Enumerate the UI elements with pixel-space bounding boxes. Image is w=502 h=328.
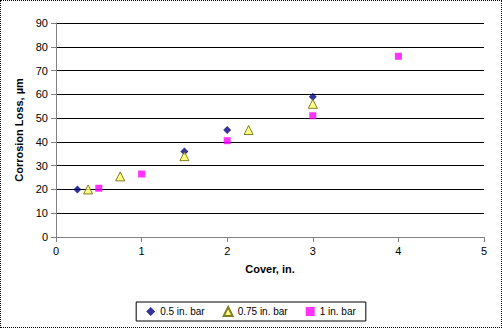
svg-text:0.75 in. bar: 0.75 in. bar	[238, 306, 289, 317]
svg-text:0: 0	[42, 231, 48, 243]
svg-text:90: 90	[36, 17, 48, 29]
svg-text:0.5 in. bar: 0.5 in. bar	[160, 306, 205, 317]
svg-text:1: 1	[139, 245, 145, 257]
svg-text:80: 80	[36, 41, 48, 53]
svg-text:1 in. bar: 1 in. bar	[320, 306, 357, 317]
svg-text:40: 40	[36, 136, 48, 148]
svg-text:30: 30	[36, 160, 48, 172]
svg-text:Cover, in.: Cover, in.	[245, 263, 295, 275]
svg-text:50: 50	[36, 112, 48, 124]
svg-text:10: 10	[36, 207, 48, 219]
svg-text:60: 60	[36, 88, 48, 100]
svg-text:0: 0	[53, 245, 59, 257]
svg-text:20: 20	[36, 183, 48, 195]
svg-text:70: 70	[36, 65, 48, 77]
svg-text:4: 4	[395, 245, 401, 257]
svg-text:Corrosion Loss, µm: Corrosion Loss, µm	[13, 78, 25, 182]
svg-text:5: 5	[481, 245, 487, 257]
svg-text:3: 3	[310, 245, 316, 257]
svg-text:2: 2	[224, 245, 230, 257]
